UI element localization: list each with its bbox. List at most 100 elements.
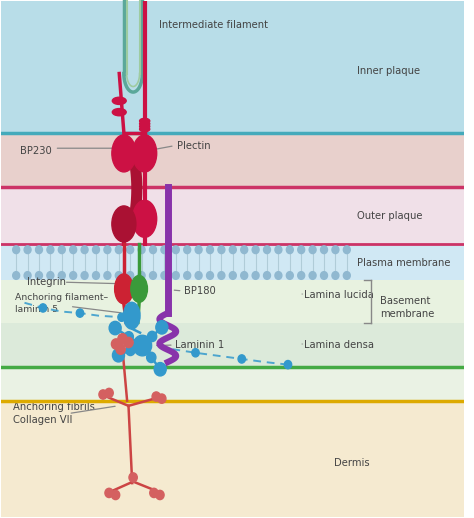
Ellipse shape [133, 135, 157, 172]
Circle shape [218, 246, 225, 254]
Circle shape [13, 271, 19, 279]
Circle shape [184, 246, 191, 254]
Circle shape [127, 271, 134, 279]
Bar [1, 401, 464, 516]
Circle shape [118, 313, 125, 321]
Circle shape [133, 335, 152, 356]
Circle shape [111, 491, 120, 499]
Circle shape [124, 332, 133, 342]
Circle shape [24, 246, 31, 254]
Circle shape [286, 246, 293, 254]
Circle shape [154, 363, 166, 376]
Circle shape [156, 491, 164, 499]
Circle shape [13, 246, 19, 254]
Circle shape [343, 271, 350, 279]
Circle shape [138, 246, 145, 254]
Circle shape [264, 271, 271, 279]
Ellipse shape [139, 118, 150, 123]
Circle shape [207, 271, 213, 279]
Circle shape [127, 246, 134, 254]
Text: Plasma membrane: Plasma membrane [357, 257, 451, 268]
Circle shape [76, 309, 84, 317]
Ellipse shape [123, 303, 140, 329]
Circle shape [58, 246, 65, 254]
Ellipse shape [112, 109, 126, 116]
Circle shape [58, 271, 65, 279]
Ellipse shape [139, 124, 150, 129]
Circle shape [320, 271, 328, 279]
Circle shape [105, 388, 113, 398]
Circle shape [241, 271, 248, 279]
Circle shape [116, 344, 125, 354]
Circle shape [173, 271, 179, 279]
Circle shape [332, 271, 339, 279]
Circle shape [241, 246, 248, 254]
Text: Dermis: Dermis [334, 457, 370, 468]
Circle shape [229, 246, 236, 254]
Circle shape [47, 271, 54, 279]
Circle shape [195, 271, 202, 279]
Circle shape [129, 473, 137, 482]
Circle shape [81, 246, 88, 254]
Circle shape [70, 271, 77, 279]
Text: Inner plaque: Inner plaque [357, 66, 420, 76]
Text: Anchoring fibrils
Collagen VII: Anchoring fibrils Collagen VII [13, 402, 95, 425]
Circle shape [252, 246, 259, 254]
Circle shape [252, 271, 259, 279]
Circle shape [332, 246, 339, 254]
Text: Integrin: Integrin [27, 277, 66, 287]
Text: BP180: BP180 [184, 286, 216, 296]
Circle shape [286, 271, 293, 279]
Circle shape [309, 246, 316, 254]
Circle shape [92, 246, 100, 254]
Circle shape [92, 271, 100, 279]
Circle shape [264, 246, 271, 254]
Text: Plectin: Plectin [177, 141, 210, 151]
Circle shape [36, 246, 43, 254]
Circle shape [24, 271, 31, 279]
Text: Lamina lucida: Lamina lucida [304, 290, 374, 300]
Circle shape [124, 337, 133, 348]
Text: Lamina densa: Lamina densa [304, 340, 374, 350]
Circle shape [126, 346, 135, 355]
Ellipse shape [112, 97, 126, 105]
Circle shape [146, 352, 156, 363]
Circle shape [147, 332, 157, 341]
Circle shape [309, 271, 316, 279]
Circle shape [229, 271, 236, 279]
Bar [1, 280, 464, 323]
Circle shape [150, 488, 158, 498]
Circle shape [158, 394, 166, 403]
Circle shape [149, 246, 156, 254]
Circle shape [238, 355, 246, 363]
Text: Outer plaque: Outer plaque [357, 211, 423, 221]
Circle shape [173, 246, 179, 254]
Text: Laminin 1: Laminin 1 [175, 340, 224, 350]
Circle shape [138, 271, 145, 279]
Circle shape [115, 246, 122, 254]
Circle shape [298, 271, 305, 279]
Circle shape [81, 271, 88, 279]
Circle shape [109, 321, 121, 335]
Circle shape [104, 271, 111, 279]
Ellipse shape [139, 126, 150, 132]
Bar [1, 243, 464, 280]
Text: Basement
membrane: Basement membrane [381, 296, 435, 319]
Circle shape [218, 271, 225, 279]
Circle shape [184, 271, 191, 279]
Ellipse shape [112, 135, 136, 172]
Circle shape [70, 246, 77, 254]
Bar [1, 323, 464, 367]
Circle shape [149, 271, 156, 279]
Circle shape [118, 334, 127, 344]
Bar [1, 2, 464, 133]
Circle shape [195, 246, 202, 254]
Circle shape [161, 271, 168, 279]
Circle shape [105, 488, 113, 498]
Text: Intermediate filament: Intermediate filament [158, 20, 267, 30]
Bar [1, 367, 464, 401]
Circle shape [320, 246, 328, 254]
Ellipse shape [139, 121, 150, 126]
Circle shape [284, 361, 292, 369]
Circle shape [115, 271, 122, 279]
